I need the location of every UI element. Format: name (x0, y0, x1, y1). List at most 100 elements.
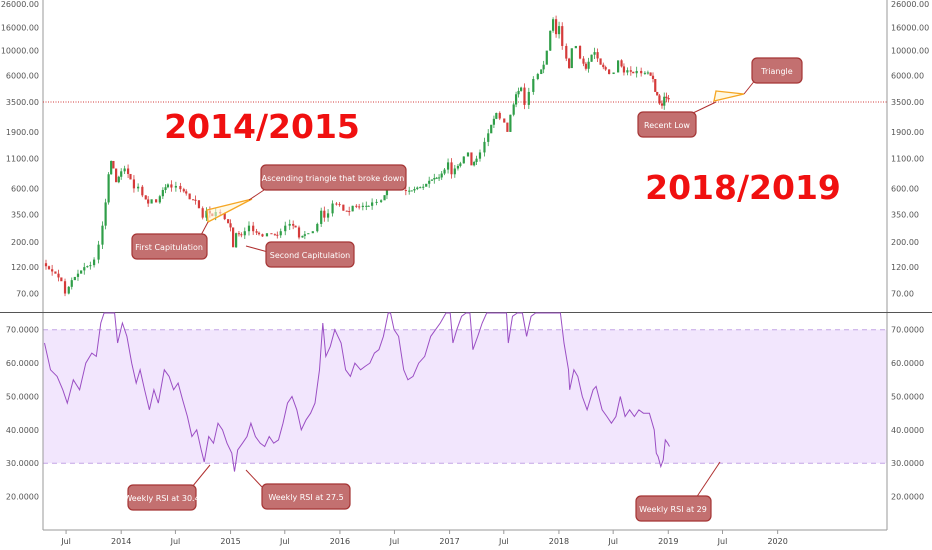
candle-body (301, 235, 304, 238)
candle-body (446, 162, 450, 170)
svg-text:Recent Low: Recent Low (644, 121, 690, 130)
candle-body (89, 265, 92, 267)
x-tick-label: 2014 (111, 537, 131, 546)
candle-body (234, 233, 238, 248)
candle-body (97, 244, 100, 260)
candle-body (73, 276, 76, 281)
callout-rsi-27-5: Weekly RSI at 27.5 (245, 469, 351, 510)
candle-body (453, 168, 456, 175)
candle-body (223, 213, 226, 220)
candle-body (654, 79, 657, 92)
candle-body (375, 201, 378, 203)
candle-body (197, 200, 201, 209)
candle-body (255, 231, 258, 233)
candle-body (365, 205, 368, 207)
candle-body (80, 270, 83, 274)
price-y-tick-left: 1100.00 (6, 155, 39, 164)
callout-ascending-triangle: Ascending triangle that broke down (248, 164, 407, 201)
callout-recent-low: Recent Low (637, 101, 717, 138)
price-y-tick-left: 3500.00 (6, 98, 39, 107)
candle-body (229, 223, 232, 228)
candle-body (257, 232, 261, 235)
candle-body (456, 165, 460, 169)
candle-body (506, 122, 509, 132)
candle-body (635, 70, 638, 74)
candle-body (164, 187, 167, 191)
candle-body (294, 225, 297, 228)
candle-body (288, 223, 291, 226)
x-tick-label: 2017 (439, 537, 459, 546)
price-y-tick-right: 26000.00 (891, 0, 929, 9)
candle-body (604, 67, 607, 70)
candle-body (345, 210, 348, 212)
candle-body (561, 26, 564, 46)
candle-body (112, 160, 115, 169)
candle-body (67, 286, 70, 294)
candle-body (640, 70, 643, 74)
candle-body (584, 63, 587, 69)
candle-body (179, 185, 182, 190)
price-y-tick-right: 16000.00 (891, 24, 929, 33)
candle-body (517, 90, 520, 95)
x-tick-label: Jul (607, 537, 618, 546)
candle-body (599, 58, 602, 65)
candle-body (498, 112, 501, 119)
price-y-tick-left: 120.00 (11, 263, 39, 272)
candle-body (120, 171, 123, 177)
candle-body (404, 190, 407, 192)
candle-body (430, 179, 433, 181)
price-y-tick-right: 350.00 (891, 211, 919, 220)
candle-body (174, 185, 177, 188)
price-y-tick-left: 16000.00 (1, 24, 39, 33)
candle-body (126, 168, 130, 174)
candle-body (117, 176, 120, 183)
candle-body (443, 169, 446, 174)
candle-body (47, 266, 51, 270)
price-y-tick-right: 120.00 (891, 263, 919, 272)
candle-body (311, 231, 314, 234)
x-tick-label: Jul (717, 537, 728, 546)
price-y-tick-right: 200.00 (891, 238, 919, 247)
candle-body (617, 60, 620, 73)
candle-body (437, 177, 441, 179)
price-y-tick-left: 10000.00 (1, 47, 39, 56)
candle-body (342, 204, 345, 211)
price-y-tick-right: 10000.00 (891, 47, 929, 56)
callout-second-capitulation: Second Capitulation (245, 241, 355, 268)
candle-body (232, 227, 235, 248)
candle-body (155, 199, 158, 203)
candle-body (51, 269, 54, 272)
candle-body (237, 233, 241, 235)
candle-body (416, 187, 419, 189)
candle-body (622, 66, 626, 73)
x-tick-label: 2020 (767, 537, 787, 546)
price-y-tick-right: 1900.00 (891, 128, 924, 137)
candle-body (466, 152, 470, 157)
candle-body (326, 213, 330, 218)
candle-body (70, 280, 73, 287)
candle-body (649, 72, 652, 76)
big-label-2018-2019: 2018/2019 (645, 168, 841, 207)
candle-body (590, 54, 593, 62)
candle-body (355, 205, 358, 207)
candle-body (371, 202, 374, 206)
candle-body (568, 58, 571, 69)
candle-body (425, 183, 428, 187)
candle-body (358, 206, 361, 208)
x-tick-label: 2016 (330, 537, 350, 546)
candle-body (144, 195, 147, 200)
candle-body (192, 199, 195, 201)
candle-body (367, 205, 370, 207)
candle-body (602, 64, 605, 68)
candle-body (185, 191, 188, 194)
candle-body (141, 186, 144, 196)
candle-body (658, 95, 661, 104)
price-y-tick-right: 6000.00 (891, 72, 924, 81)
candle-body (166, 184, 170, 188)
candle-body (545, 50, 548, 65)
candle-body (450, 162, 453, 175)
candle-body (620, 60, 623, 67)
svg-text:Second Capitulation: Second Capitulation (270, 251, 350, 260)
candle-body (408, 190, 411, 192)
svg-text:Triangle: Triangle (760, 67, 792, 76)
